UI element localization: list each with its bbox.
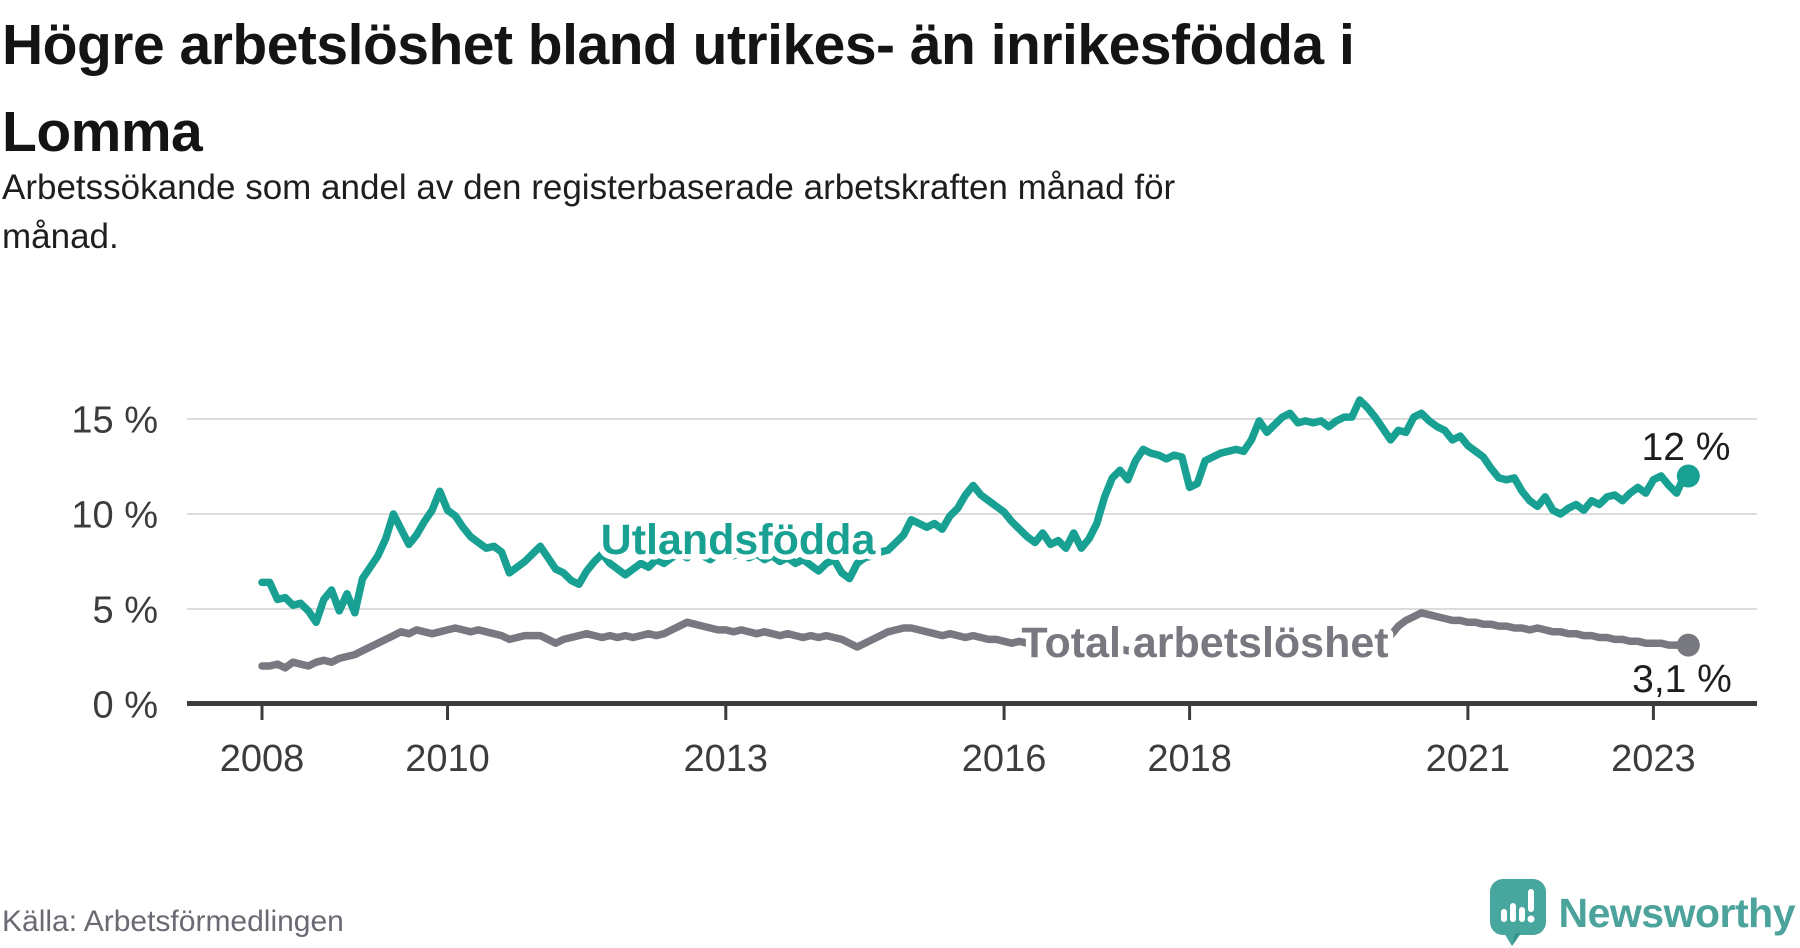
series-label-total-arbetsloshet: Total arbetslöshet: [1021, 619, 1388, 667]
x-tick-label: 2018: [1147, 738, 1232, 780]
x-tick-label: 2010: [405, 738, 490, 780]
x-tick-label: 2008: [220, 738, 305, 780]
newsworthy-logo-icon: [1489, 879, 1546, 946]
x-tick-label: 2023: [1611, 738, 1696, 780]
y-tick-label: 10 %: [71, 495, 158, 537]
title-line-1: Högre arbetslöshet bland utrikes- än inr…: [2, 13, 1355, 77]
end-value-label-utlandsfodda: 12 %: [1642, 426, 1731, 469]
title-line-2: Lomma: [2, 100, 203, 164]
brand-wordmark: Newsworthy: [1558, 889, 1796, 936]
logo-exclamation-dot: [1527, 915, 1534, 923]
series-line-total-arbetsloshet: [258, 609, 1689, 672]
series-line-utlandsfodda: [258, 396, 1689, 627]
logo-bar-2: [1509, 903, 1516, 922]
newsworthy-brand: Newsworthy: [1489, 879, 1796, 947]
end-dot-total-arbetsloshet: [1676, 633, 1700, 657]
x-tick-label: 2013: [684, 738, 769, 780]
series-label-utlandsfodda: Utlandsfödda: [601, 516, 877, 564]
subtitle-line-1: Arbetssökande som andel av den registerb…: [2, 168, 1176, 207]
logo-exclamation-bar: [1527, 889, 1534, 912]
source-note: Källa: Arbetsförmedlingen: [2, 905, 344, 938]
subtitle-line-2: månad.: [2, 217, 119, 256]
end-value-label-total-arbetsloshet: 3,1 %: [1632, 658, 1732, 701]
x-tick-label: 2021: [1426, 738, 1511, 780]
logo-bar-3: [1518, 907, 1525, 922]
chart-subtitle: Arbetssökande som andel av den registerb…: [2, 163, 1502, 261]
x-tick-label: 2016: [962, 738, 1047, 780]
logo-bar-1: [1500, 909, 1507, 922]
y-tick-label: 5 %: [93, 590, 158, 632]
page-title: Högre arbetslöshet bland utrikes- än inr…: [2, 2, 1762, 176]
end-dot-utlandsfodda: [1676, 464, 1700, 488]
y-tick-label: 0 %: [93, 685, 158, 727]
y-tick-label: 15 %: [71, 400, 158, 442]
